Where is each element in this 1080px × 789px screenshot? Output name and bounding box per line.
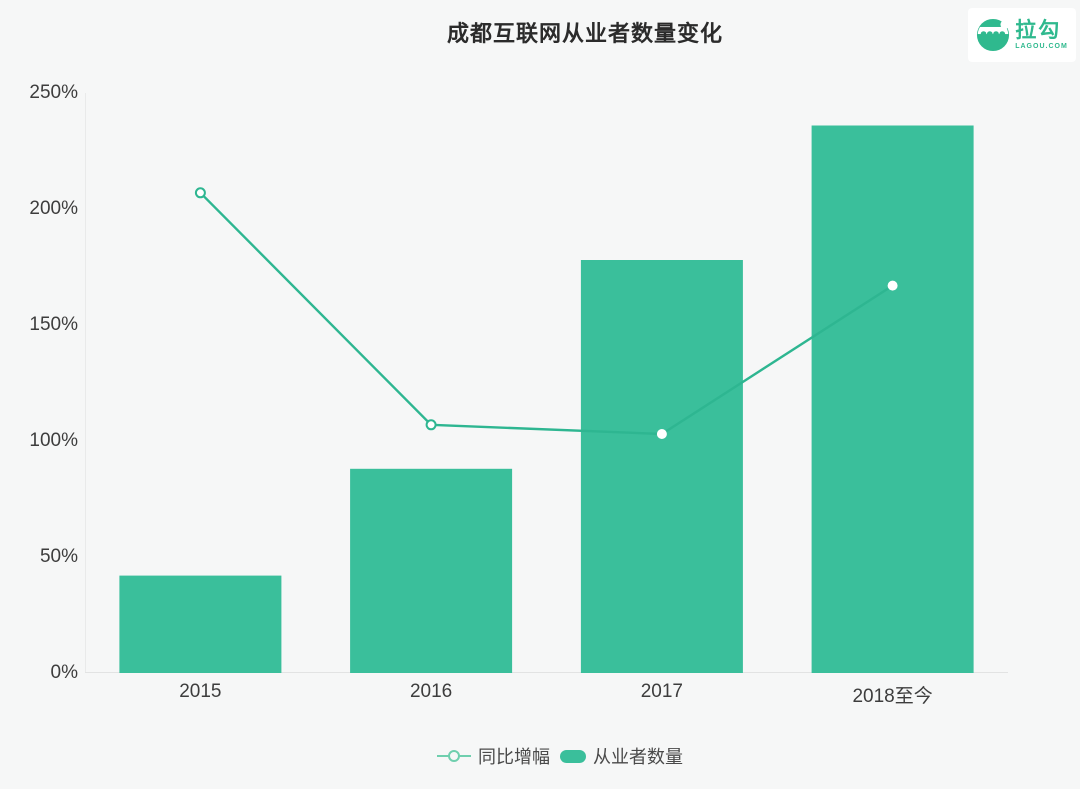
line-point [656, 429, 667, 439]
logo-domain: LAGOU.COM [1015, 43, 1068, 50]
y-axis-line [85, 93, 86, 673]
y-tick-label: 150% [29, 314, 78, 335]
legend-item-count[interactable]: 从业者数量 [560, 743, 683, 769]
line-point [425, 419, 437, 431]
bar [119, 575, 282, 673]
chart-legend: 同比增幅 从业者数量 [0, 743, 1080, 769]
x-axis: 2015 2016 2017 2018至今 [85, 681, 1008, 707]
bar [350, 468, 513, 673]
y-tick-label: 0% [50, 662, 78, 683]
x-tick-label: 2015 [179, 681, 222, 702]
lagou-logo-text: 拉勾 LAGOU.COM [1015, 20, 1068, 50]
lagou-logo-icon [977, 18, 1010, 52]
chart-title: 成都互联网从业者数量变化 [446, 21, 723, 46]
bar-marker-icon [560, 749, 586, 763]
growth-line [199, 191, 894, 436]
line-point [887, 280, 898, 291]
chart-svg [119, 125, 974, 673]
x-tick-label: 2018至今 [852, 686, 933, 707]
y-tick-label: 250% [29, 82, 78, 103]
legend-label-growth: 同比增幅 [478, 747, 550, 767]
legend-label-count: 从业者数量 [593, 747, 683, 767]
x-axis-line [85, 672, 1008, 673]
logo-name: 拉勾 [1015, 19, 1062, 42]
bar [580, 260, 743, 673]
y-tick-label: 100% [29, 430, 78, 451]
y-tick-label: 50% [39, 546, 78, 567]
legend-item-growth[interactable]: 同比增幅 [437, 743, 550, 769]
y-axis: 0% 50% 100% 150% 200% 250% [0, 0, 78, 789]
line-point [194, 187, 206, 199]
y-tick-label: 200% [29, 198, 78, 219]
x-tick-label: 2017 [640, 681, 684, 702]
line-marker-icon [437, 749, 471, 763]
bar [811, 125, 974, 673]
lagou-logo: 拉勾 LAGOU.COM [968, 8, 1076, 62]
x-tick-label: 2016 [409, 681, 453, 702]
